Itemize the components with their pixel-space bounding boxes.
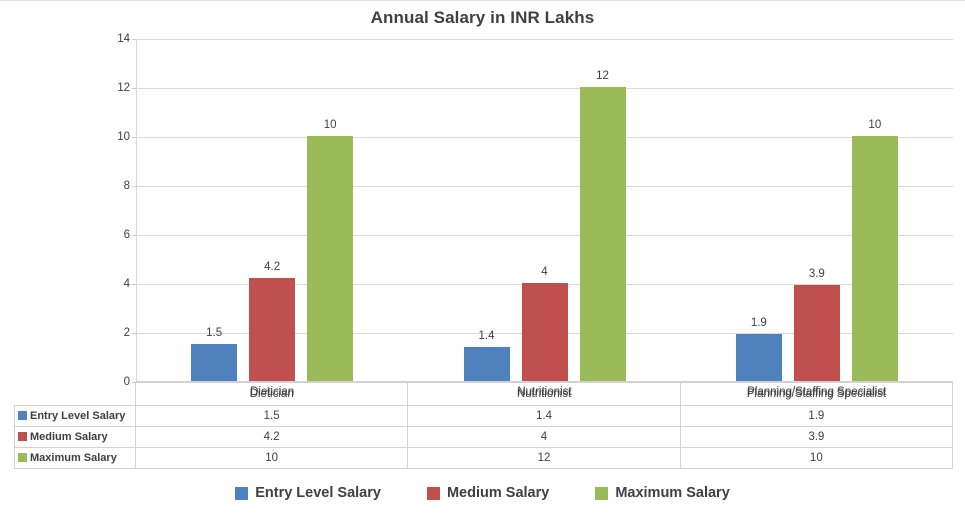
series-color-swatch-icon bbox=[18, 432, 27, 441]
legend-color-swatch-icon bbox=[235, 486, 249, 500]
bar[interactable] bbox=[307, 136, 354, 381]
legend-label: Entry Level Salary bbox=[255, 485, 381, 501]
table-value-cell: 1.5 bbox=[134, 405, 409, 427]
y-axis-tick-label: 2 bbox=[123, 327, 130, 339]
table-series-label: Medium Salary bbox=[30, 431, 108, 443]
y-axis: 0 2 4 6 8 10 12 14 bbox=[88, 33, 137, 388]
data-table-body: Dietician Nutritionist Planning/Staffing S… bbox=[14, 382, 954, 469]
legend-label: Maximum Salary bbox=[615, 485, 730, 501]
bar-value-label: 1.5 bbox=[206, 327, 223, 340]
chart-legend: Entry Level Salary Medium Salary Maximum S… bbox=[0, 485, 965, 501]
table-value-cell: 12 bbox=[407, 447, 681, 469]
legend-label: Medium Salary bbox=[446, 485, 550, 501]
y-axis-tick-mark bbox=[132, 38, 137, 40]
y-axis-line bbox=[136, 39, 137, 382]
bar-value-label: 12 bbox=[596, 70, 609, 82]
bar[interactable] bbox=[851, 136, 898, 381]
gridline bbox=[136, 38, 953, 40]
table-value-cell: 4 bbox=[407, 426, 681, 448]
chart-title: Annual Salary in INR Lakhs bbox=[370, 8, 595, 27]
bar[interactable] bbox=[191, 344, 238, 381]
bar-value-label: 1.9 bbox=[750, 317, 767, 330]
table-series-label-cell: Medium Salary bbox=[14, 426, 136, 448]
legend-color-swatch-icon bbox=[426, 486, 440, 500]
table-value-cell: 1.4 bbox=[407, 405, 681, 427]
series-color-swatch-icon bbox=[18, 411, 27, 420]
series-color-swatch-icon bbox=[18, 453, 27, 462]
table-series-label: Maximum Salary bbox=[30, 452, 117, 464]
y-axis-tick-label: 12 bbox=[117, 82, 130, 94]
y-axis-tick-mark bbox=[132, 283, 137, 285]
gridline bbox=[136, 185, 953, 187]
y-axis-tick-label: 6 bbox=[123, 229, 130, 241]
y-axis-tick-label: 14 bbox=[117, 33, 130, 45]
legend-item[interactable]: Entry Level Salary bbox=[235, 485, 381, 501]
x-axis-category-label: Planning/Staffing Specialist bbox=[747, 386, 887, 398]
y-axis-tick-label: 10 bbox=[117, 131, 130, 143]
table-corner-cell bbox=[14, 382, 136, 406]
y-axis-tick-mark bbox=[132, 234, 137, 236]
table-row: Maximum Salary 10 12 10 bbox=[14, 447, 954, 469]
table-header-row: Dietician Nutritionist Planning/Staffing S… bbox=[14, 382, 954, 406]
bar[interactable] bbox=[521, 283, 568, 381]
bar-value-label: 1.4 bbox=[478, 329, 495, 342]
bar[interactable] bbox=[463, 346, 510, 381]
table-value-cell: 1.9 bbox=[679, 405, 954, 427]
y-axis-tick-mark bbox=[132, 381, 137, 383]
y-axis-tick-mark bbox=[132, 87, 137, 89]
table-value-cell: 3.9 bbox=[679, 426, 954, 448]
plot-area: 1.5 4.2 10 1.4 4 12 1.9 3.9 10 bbox=[136, 38, 953, 382]
table-value-cell: 4.2 bbox=[134, 426, 409, 448]
table-row: Entry Level Salary 1.5 1.4 1.9 bbox=[14, 405, 954, 427]
x-axis-line bbox=[136, 381, 953, 382]
data-table: Dietician Nutritionist Planning/Staffing S… bbox=[14, 382, 954, 469]
table-column-header: Planning/Staffing Specialist bbox=[679, 382, 954, 406]
bar-value-label: 10 bbox=[323, 119, 337, 131]
gridline bbox=[136, 136, 953, 138]
table-value-cell: 10 bbox=[679, 447, 954, 469]
bar-value-label: 10 bbox=[868, 119, 882, 131]
table-row: Medium Salary 4.2 4 3.9 bbox=[14, 426, 954, 448]
y-axis-tick-label: 8 bbox=[123, 180, 130, 192]
legend-item[interactable]: Medium Salary bbox=[426, 485, 550, 501]
table-series-label-cell: Entry Level Salary bbox=[14, 405, 136, 427]
gridline bbox=[136, 87, 953, 89]
bar-value-label: 3.9 bbox=[808, 268, 825, 281]
bar[interactable] bbox=[793, 285, 840, 381]
x-axis-category-label: Dietician bbox=[250, 386, 295, 398]
bar[interactable] bbox=[249, 278, 296, 381]
bar[interactable] bbox=[579, 87, 626, 381]
y-axis-tick-label: 0 bbox=[123, 376, 130, 388]
legend-color-swatch-icon bbox=[595, 486, 609, 500]
x-axis-category-label: Nutritionist bbox=[517, 386, 572, 398]
y-axis-tick-label: 4 bbox=[123, 278, 130, 290]
table-column-header: Dietician bbox=[134, 382, 409, 406]
legend-item[interactable]: Maximum Salary bbox=[595, 485, 730, 501]
bar-value-label: 4.2 bbox=[264, 261, 281, 274]
bar-value-label: 4 bbox=[541, 266, 548, 278]
table-value-cell: 10 bbox=[134, 447, 409, 469]
table-series-label-cell: Maximum Salary bbox=[14, 447, 136, 469]
y-axis-tick-mark bbox=[132, 332, 137, 334]
y-axis-tick-mark bbox=[132, 185, 137, 187]
table-series-label: Entry Level Salary bbox=[30, 410, 126, 422]
gridline bbox=[136, 234, 953, 236]
bar[interactable] bbox=[735, 334, 782, 381]
y-axis-tick-mark bbox=[132, 136, 137, 138]
